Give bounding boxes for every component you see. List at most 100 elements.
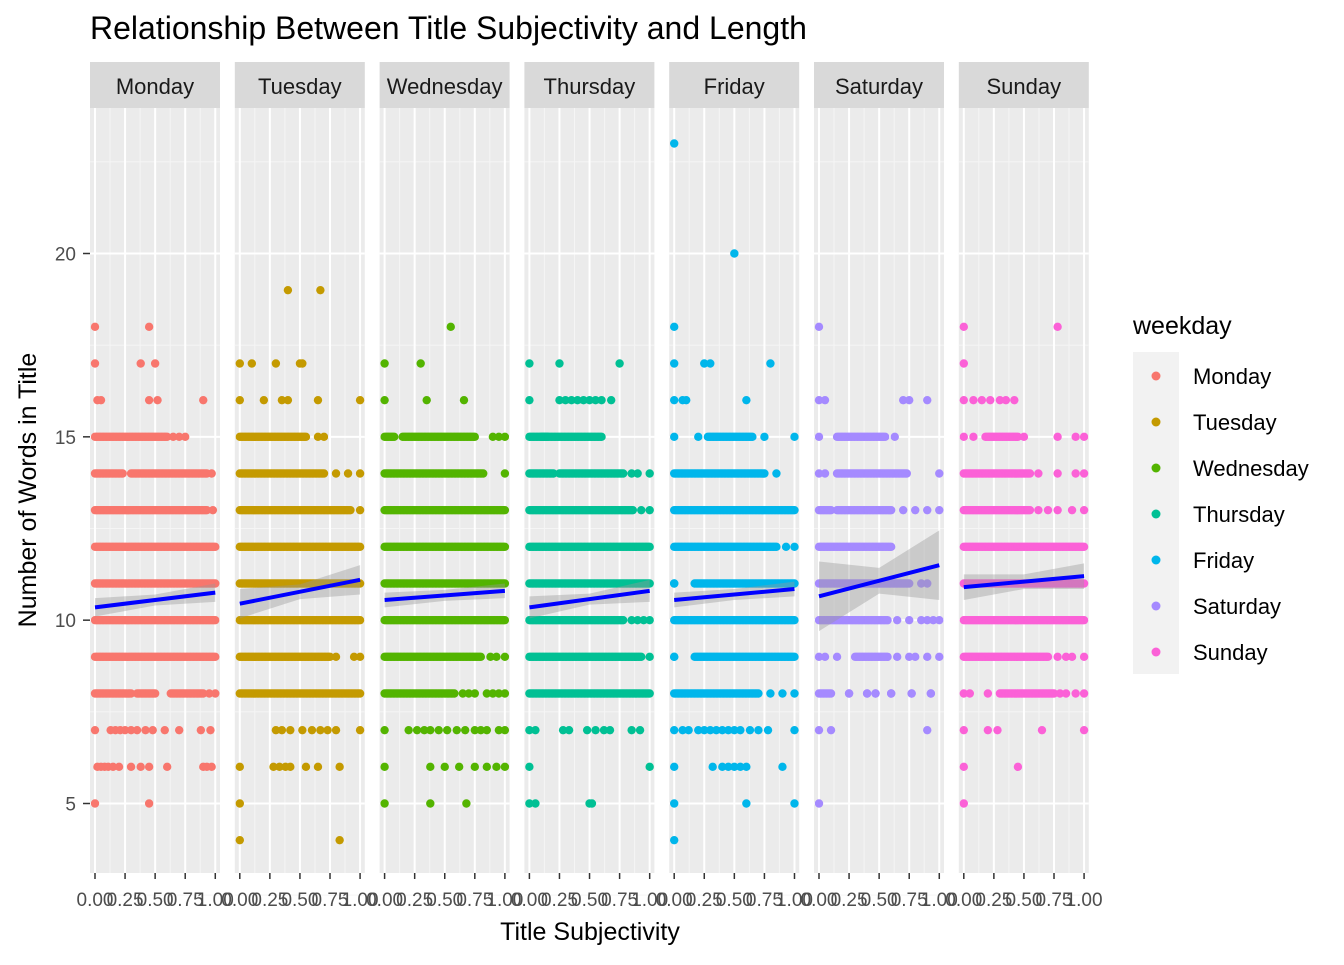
data-point: [1079, 689, 1089, 698]
facet-label-thursday: Thursday: [544, 74, 636, 99]
data-point: [486, 652, 495, 662]
data-point: [742, 395, 751, 405]
data-point: [454, 762, 464, 772]
x-tick-label: 0.00: [801, 890, 838, 911]
data-point: [645, 689, 654, 698]
data-point: [724, 762, 733, 772]
data-point: [462, 799, 471, 808]
data-point: [488, 432, 498, 442]
facet-strip: [90, 62, 220, 108]
data-point: [736, 725, 745, 735]
data-point: [355, 689, 365, 698]
data-point: [162, 762, 172, 772]
data-point: [736, 762, 745, 772]
facet-strip: [958, 62, 1089, 108]
data-point: [205, 689, 214, 698]
data-point: [983, 725, 993, 735]
data-point: [712, 725, 721, 735]
data-point: [144, 322, 154, 332]
data-point: [380, 359, 389, 368]
x-tick-label: 0.25: [975, 890, 1012, 911]
data-point: [380, 395, 389, 405]
data-point: [199, 395, 208, 405]
y-tick-label: 20: [55, 245, 76, 266]
data-point: [959, 432, 968, 442]
data-point: [820, 652, 830, 662]
data-point: [271, 725, 281, 735]
data-point: [886, 542, 896, 552]
data-point: [108, 762, 118, 772]
trend-line: [384, 588, 506, 602]
facet-strip: [669, 62, 800, 108]
data-point: [983, 689, 993, 698]
trend-line: [818, 563, 940, 599]
data-point: [591, 395, 600, 405]
data-point: [905, 395, 914, 405]
data-point: [162, 432, 172, 442]
data-point: [500, 579, 510, 588]
data-point: [670, 359, 679, 368]
data-point: [269, 762, 278, 772]
data-point: [90, 322, 100, 332]
data-point: [1061, 652, 1071, 662]
x-tick-label: 1.00: [776, 890, 813, 911]
x-tick-label: 0.25: [686, 890, 723, 911]
data-point: [482, 762, 492, 772]
data-point: [682, 395, 691, 405]
x-tick-label: 0.50: [861, 890, 898, 911]
data-point: [886, 505, 896, 515]
data-point: [380, 762, 389, 772]
data-point: [168, 432, 178, 442]
data-point: [645, 652, 654, 662]
data-point: [766, 359, 775, 368]
data-point: [247, 359, 257, 368]
data-point: [298, 725, 307, 735]
trend-line: [674, 587, 795, 602]
data-point: [862, 689, 872, 698]
data-point: [1067, 505, 1077, 515]
data-point: [150, 359, 160, 368]
data-point: [136, 359, 145, 368]
data-point: [349, 652, 359, 662]
data-point: [132, 725, 142, 735]
facet-label-wednesday: Wednesday: [387, 74, 503, 99]
data-point: [153, 395, 162, 405]
data-point: [120, 725, 130, 735]
data-point: [440, 762, 449, 772]
facet-label-monday: Monday: [116, 74, 194, 99]
data-point: [844, 689, 854, 698]
data-point: [235, 395, 244, 405]
data-point: [635, 725, 645, 735]
legend-label-wednesday: Wednesday: [1193, 456, 1309, 481]
data-point: [277, 725, 287, 735]
data-point: [923, 652, 932, 662]
data-point: [606, 395, 616, 405]
facet-strip: [379, 62, 510, 108]
data-point: [235, 799, 244, 808]
legend-label-sunday: Sunday: [1193, 640, 1268, 665]
data-point: [500, 469, 510, 478]
data-point: [935, 505, 944, 515]
x-tick-label: 0.25: [251, 890, 288, 911]
data-point: [482, 689, 492, 698]
data-point: [555, 395, 564, 405]
data-point: [907, 689, 916, 698]
data-point: [1071, 469, 1080, 478]
legend-key-thursday: [1151, 509, 1161, 519]
data-point: [126, 689, 136, 698]
legend-key-saturday: [1151, 601, 1161, 611]
data-point: [766, 689, 775, 698]
data-point: [605, 725, 615, 735]
x-tick-label: 0.75: [891, 890, 928, 911]
data-point: [706, 359, 715, 368]
data-point: [820, 395, 830, 405]
x-tick-label: 0.75: [456, 890, 493, 911]
x-tick-label: 0.75: [601, 890, 638, 911]
data-point: [207, 469, 216, 478]
data-point: [1013, 432, 1023, 442]
x-tick-label: 0.25: [396, 890, 433, 911]
data-point: [531, 725, 540, 735]
data-point: [316, 725, 325, 735]
x-tick-label: 1.00: [342, 890, 379, 911]
